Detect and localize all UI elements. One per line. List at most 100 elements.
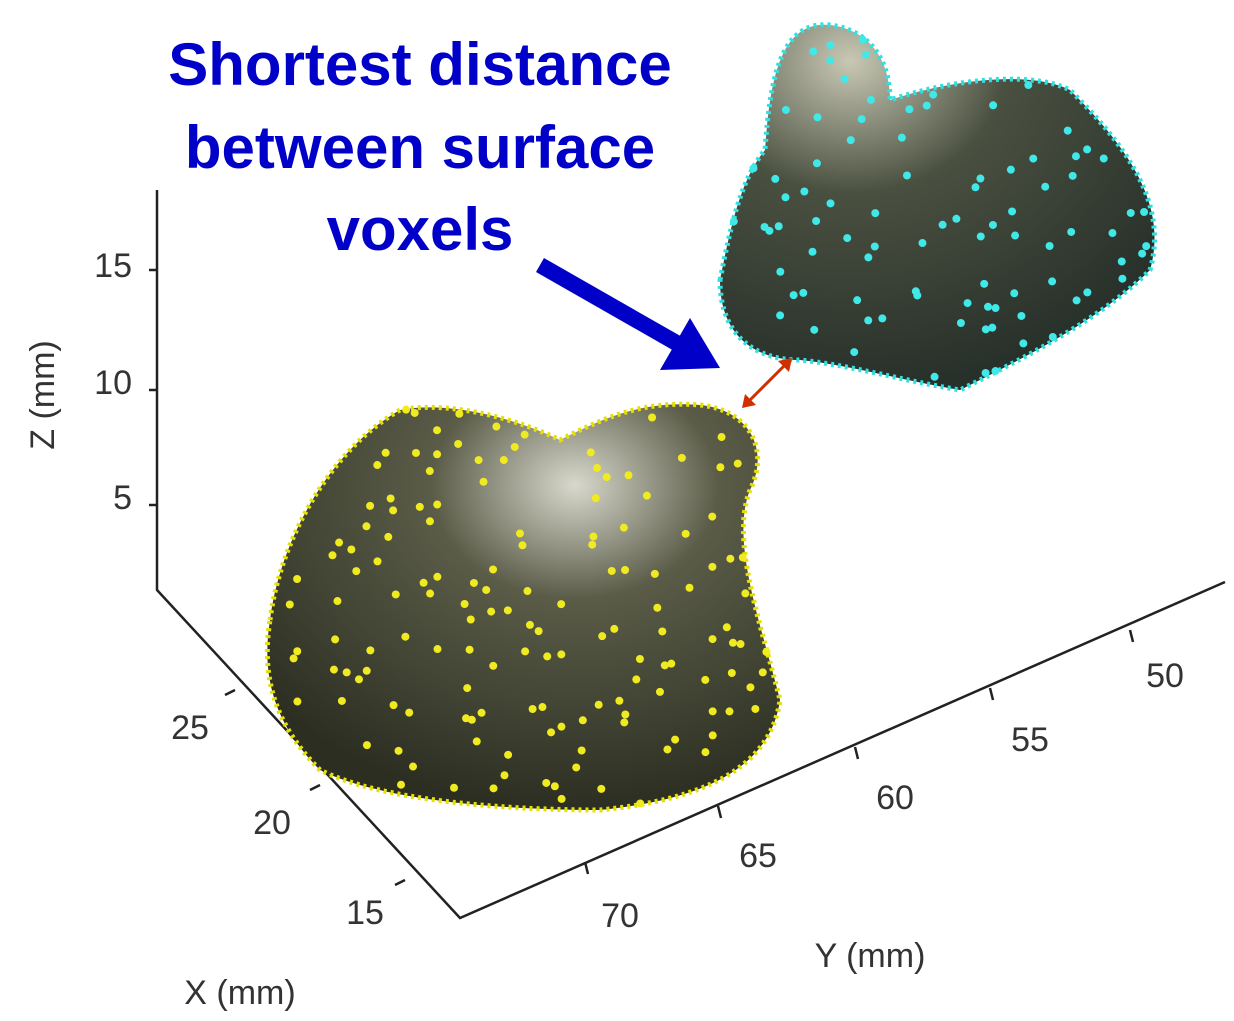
voxel-dot	[515, 529, 524, 538]
pointer-arrow	[536, 258, 720, 370]
voxel-dot	[741, 589, 750, 598]
voxel-dot	[598, 632, 607, 641]
voxel-dot	[547, 728, 556, 737]
voxel-dot	[433, 572, 442, 581]
voxel-dot	[650, 569, 659, 578]
voxel-dot	[460, 599, 469, 608]
y-tick-label: 50	[1146, 657, 1184, 695]
voxel-dot	[826, 199, 835, 208]
voxel-dot	[503, 606, 512, 615]
voxel-dot	[980, 279, 989, 288]
voxel-dot	[366, 501, 375, 510]
voxel-dot	[335, 538, 344, 547]
voxel-dot	[433, 426, 442, 435]
voxel-dot	[729, 217, 738, 226]
voxel-dot	[373, 461, 382, 470]
y-axis-label: Y (mm)	[815, 937, 926, 975]
voxel-dot	[518, 541, 527, 550]
voxel-dot	[864, 253, 873, 262]
voxel-dot	[771, 174, 780, 183]
voxel-dot	[648, 413, 657, 422]
z-axis-label: Z (mm)	[24, 340, 62, 450]
voxel-dot	[671, 735, 680, 744]
voxel-dot	[465, 645, 474, 654]
voxel-dot	[1045, 241, 1054, 250]
voxel-dot	[642, 491, 651, 500]
voxel-dot	[1006, 165, 1015, 174]
voxel-dot	[1138, 249, 1147, 258]
voxel-dot	[776, 267, 785, 276]
voxel-dot	[738, 553, 747, 562]
voxel-dot	[384, 532, 393, 541]
voxel-dot	[701, 748, 710, 757]
y-tick-label: 65	[739, 837, 777, 875]
voxel-dot	[983, 302, 992, 311]
voxel-dot	[510, 442, 519, 451]
voxel-dot	[589, 532, 598, 541]
voxel-dot	[534, 627, 543, 636]
voxel-dot	[774, 222, 783, 231]
x-axis-label: X (mm)	[184, 974, 295, 1012]
voxel-dot	[1140, 208, 1149, 217]
voxel-dot	[520, 430, 529, 439]
voxel-dot	[1117, 257, 1126, 266]
voxel-dot	[402, 405, 411, 414]
voxel-dot	[624, 471, 633, 480]
voxel-dot	[846, 136, 855, 145]
voxel-dot	[411, 448, 420, 457]
voxel-dot	[708, 731, 717, 740]
voxel-dot	[588, 540, 597, 549]
voxel-dot	[594, 700, 603, 709]
voxel-dot	[981, 325, 990, 334]
voxel-dot	[632, 675, 641, 684]
distance-arrow	[742, 358, 792, 408]
voxel-dot	[681, 529, 690, 538]
voxel-dot	[971, 183, 980, 192]
voxel-dot	[523, 587, 532, 596]
voxel-dot	[963, 299, 972, 308]
voxel-dot	[749, 164, 758, 173]
voxel-dot	[1083, 288, 1092, 297]
voxel-dot	[976, 232, 985, 241]
voxel-dot	[602, 473, 611, 482]
voxel-dot	[619, 523, 628, 532]
voxel-dot	[952, 214, 961, 223]
voxel-dot	[577, 746, 586, 755]
voxel-dot	[988, 323, 997, 332]
voxel-dot	[1041, 182, 1050, 191]
voxel-dot	[557, 650, 566, 659]
voxel-dot	[922, 101, 931, 110]
voxel-dot	[479, 477, 488, 486]
voxel-dot	[1126, 208, 1135, 217]
voxel-dot	[667, 659, 676, 668]
voxel-dot	[636, 799, 645, 808]
voxel-dot	[487, 607, 496, 616]
z-tick-label: 10	[94, 364, 132, 402]
voxel-dot	[1048, 333, 1057, 342]
annotation-line: Shortest distance	[168, 31, 671, 98]
voxel-dot	[826, 41, 835, 50]
voxel-dot	[812, 217, 821, 226]
voxel-dot	[474, 456, 483, 465]
voxel-dot	[333, 597, 342, 606]
voxel-dot	[722, 623, 731, 632]
voxel-dot	[905, 105, 914, 114]
voxel-dot	[988, 220, 997, 229]
voxel-dot	[789, 291, 798, 300]
voxel-dot	[864, 316, 873, 325]
voxel-dots	[285, 35, 1151, 808]
y-tick-label: 70	[601, 897, 639, 935]
voxel-dot	[1067, 227, 1076, 236]
voxel-dot	[708, 707, 717, 716]
voxel-dot	[389, 506, 398, 515]
voxel-dot	[409, 762, 418, 771]
voxel-dot	[930, 372, 939, 381]
voxel-dot	[543, 652, 552, 661]
voxel-dot	[858, 35, 867, 44]
voxel-dot	[433, 645, 442, 654]
voxel-dot	[733, 459, 742, 468]
voxel-dot	[426, 589, 435, 598]
voxel-dot	[354, 675, 363, 684]
voxel-dot	[1048, 277, 1057, 286]
